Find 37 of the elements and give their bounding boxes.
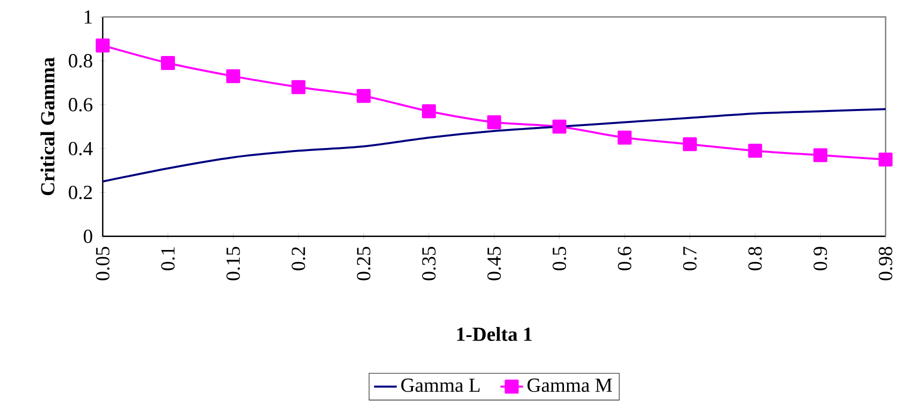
x-tick-label: 0.7 bbox=[683, 246, 697, 270]
point bbox=[291, 80, 306, 94]
y-tick-label: 0.4 bbox=[68, 142, 93, 156]
point bbox=[552, 120, 566, 134]
point bbox=[682, 137, 697, 152]
point bbox=[160, 56, 175, 70]
point bbox=[226, 69, 240, 84]
y-tick-label: 1 bbox=[84, 10, 92, 24]
y-tick-label: 0 bbox=[84, 230, 92, 244]
point bbox=[96, 38, 110, 53]
x-axis-title: 1-Delta 1 bbox=[457, 327, 532, 342]
point bbox=[618, 130, 632, 145]
x-tick-label: 0.25 bbox=[356, 246, 370, 280]
point bbox=[813, 148, 828, 162]
x-tick-label: 0.1 bbox=[161, 247, 175, 270]
x-tick-label: 0.9 bbox=[814, 246, 828, 270]
legend-label: Gamma L bbox=[401, 378, 480, 392]
point bbox=[356, 89, 371, 103]
y-axis-title: Critical Gamma bbox=[40, 57, 54, 196]
point bbox=[487, 115, 502, 130]
y-tick-label: 0.2 bbox=[68, 186, 92, 200]
legend-label: Gamma M bbox=[528, 378, 612, 392]
x-tick-label: 0.5 bbox=[552, 246, 566, 270]
point bbox=[422, 104, 436, 118]
x-tick-label: 0.8 bbox=[748, 246, 762, 270]
point bbox=[878, 152, 893, 167]
x-tick-label: 0.98 bbox=[878, 246, 892, 280]
x-tick-label: 0.15 bbox=[226, 246, 240, 280]
x-tick-label: 0.2 bbox=[292, 247, 306, 270]
x-tick-label: 0.05 bbox=[96, 246, 110, 280]
x-tick-label: 0.45 bbox=[487, 246, 501, 280]
y-tick-label: 0.6 bbox=[68, 98, 92, 112]
point bbox=[748, 144, 762, 158]
x-tick-label: 0.35 bbox=[422, 246, 436, 280]
y-tick-label: 0.8 bbox=[68, 54, 92, 68]
x-tick-label: 0.6 bbox=[618, 246, 632, 270]
line-series bbox=[102, 108, 887, 183]
